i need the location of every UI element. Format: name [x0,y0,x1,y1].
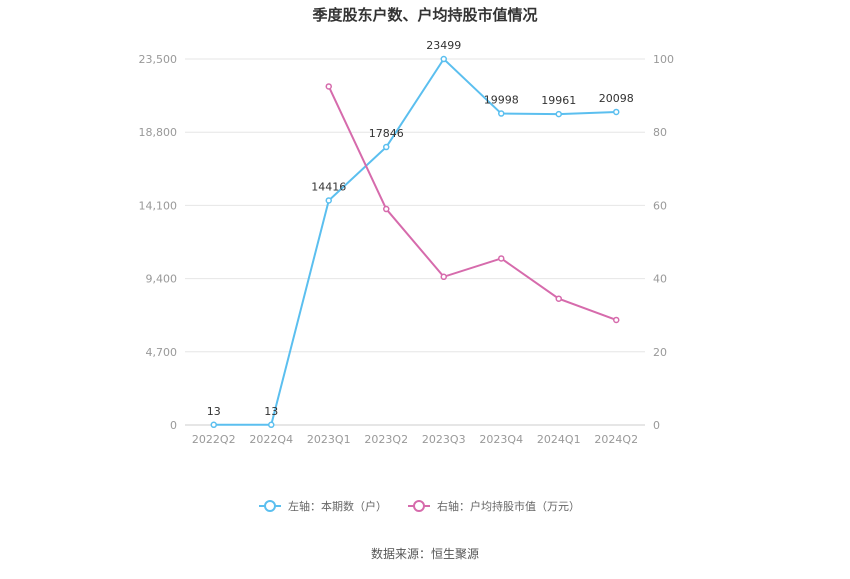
right-tick-label: 100 [653,53,674,66]
data-point [613,316,620,324]
right-tick-label: 40 [653,273,667,286]
legend-item[interactable]: 右轴：户均持股市值（万元） [408,499,580,513]
series-layer: 13 13 14416 17846 23499 19998 19961 20098 [207,39,634,429]
legend-label: 右轴：户均持股市值（万元） [437,499,580,513]
data-point [383,143,390,151]
left-tick-label: 0 [170,419,177,432]
legend[interactable]: 左轴：本期数（户） 右轴：户均持股市值（万元） [259,499,580,513]
data-point [325,83,332,90]
x-tick-label: 2023Q3 [422,433,466,446]
right-axis: 100 80 60 40 20 0 [653,53,674,432]
x-tick-label: 2023Q4 [479,433,523,446]
left-tick-label: 14,100 [139,199,178,212]
data-point [440,55,447,63]
x-tick-label: 2023Q1 [307,433,351,446]
left-tick-label: 18,800 [139,126,178,139]
x-tick-label: 2022Q4 [249,433,293,446]
x-tick-label: 2024Q1 [537,433,581,446]
legend-label: 左轴：本期数（户） [288,499,387,513]
right-tick-label: 80 [653,126,667,139]
data-label: 13 [207,405,221,418]
x-tick-label: 2022Q2 [192,433,236,446]
data-point [498,255,505,262]
data-label: 13 [264,405,278,418]
left-tick-label: 4,700 [146,346,178,359]
data-label: 23499 [426,39,461,52]
left-tick-label: 9,400 [146,273,178,286]
right-tick-label: 60 [653,199,667,212]
x-axis: 2022Q2 2022Q4 2023Q1 2023Q2 2023Q3 2023Q4 2024… [192,433,638,446]
data-point [268,421,275,429]
data-point [555,110,562,118]
series-line [213,57,617,426]
data-source: 数据来源：恒生聚源 [371,546,479,561]
data-label: 14416 [311,180,346,193]
right-tick-label: 0 [653,419,660,432]
left-axis: 23,500 18,800 14,100 9,400 4,700 0 [139,53,178,432]
data-point [555,295,562,302]
x-tick-label: 2023Q2 [364,433,408,446]
data-label: 17846 [369,127,404,140]
data-point [613,108,620,116]
data-point [210,421,217,429]
data-point [440,273,447,281]
data-label: 19961 [541,94,576,107]
data-point [383,205,390,213]
legend-marker [264,500,276,512]
left-tick-label: 23,500 [139,53,178,66]
legend-item[interactable]: 左轴：本期数（户） [259,499,387,513]
data-point [498,110,505,117]
data-point [325,197,332,204]
legend-marker [413,500,425,512]
series-line [327,86,617,321]
data-label: 20098 [599,92,634,105]
right-tick-label: 20 [653,346,667,359]
data-label: 19998 [484,94,519,107]
chart-title: 季度股东户数、户均持股市值情况 [312,6,537,24]
x-tick-label: 2024Q2 [594,433,638,446]
